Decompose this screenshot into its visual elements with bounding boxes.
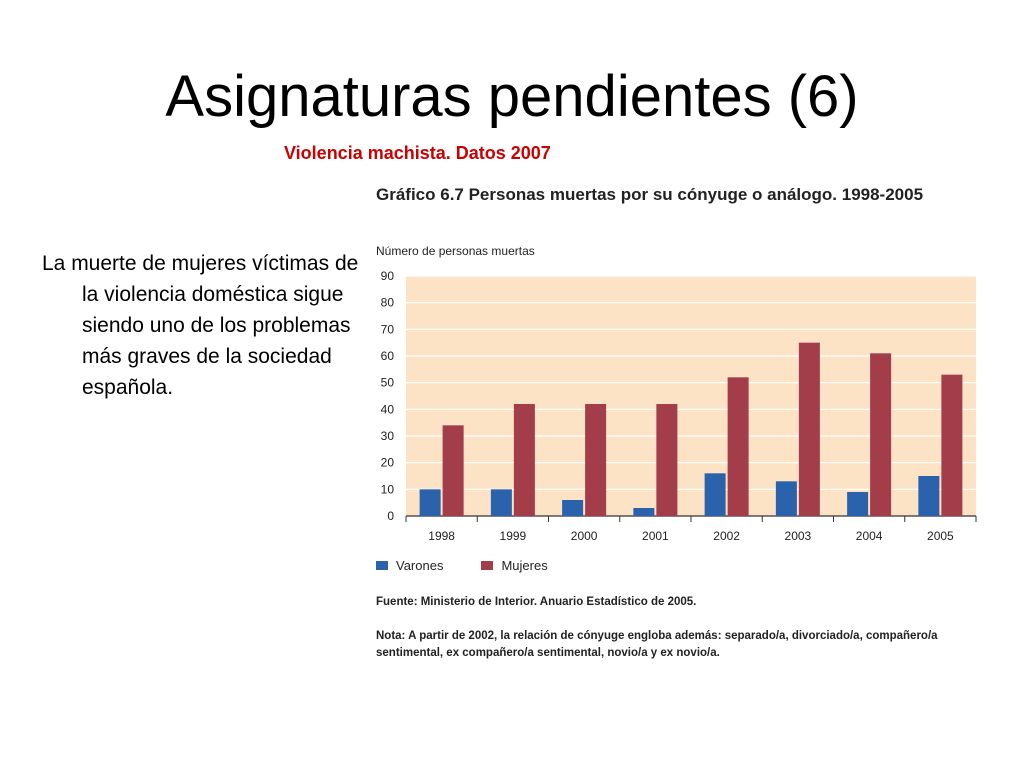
bar-varones-1999	[490, 489, 512, 516]
chart-source: Fuente: Ministerio de Interior. Anuario …	[376, 596, 697, 608]
bar-mujeres-2000	[585, 404, 607, 516]
chart-legend: Varones Mujeres	[376, 558, 548, 573]
x-tick-label: 1999	[500, 529, 527, 543]
legend-swatch-mujeres	[481, 561, 494, 570]
legend-swatch-varones	[376, 561, 388, 570]
legend-label-varones: Varones	[396, 558, 444, 573]
y-tick-label: 80	[381, 296, 395, 310]
y-tick-label: 0	[387, 509, 394, 523]
bar-varones-2000	[562, 500, 584, 516]
y-tick-label: 40	[381, 402, 395, 416]
bar-varones-2005	[918, 476, 940, 516]
x-tick-label: 2003	[785, 529, 812, 543]
legend-item-varones: Varones	[376, 558, 443, 573]
body-text: La muerte de mujeres víctimas de la viol…	[42, 252, 359, 399]
chart-title: Gráfico 6.7 Personas muertas por su cóny…	[376, 185, 924, 204]
x-tick-label: 2004	[856, 529, 883, 543]
bar-varones-2003	[775, 481, 797, 516]
x-tick-label: 2002	[713, 529, 740, 543]
slide-title: Asignaturas pendientes (6)	[165, 64, 859, 129]
y-tick-label: 10	[381, 482, 395, 496]
y-tick-label: 60	[381, 349, 395, 363]
bar-mujeres-2001	[656, 404, 678, 516]
x-tick-label: 1998	[428, 529, 455, 543]
y-tick-label: 50	[381, 376, 395, 390]
bar-mujeres-2004	[870, 353, 892, 516]
y-tick-label: 90	[381, 269, 395, 283]
slide-subtitle: Violencia machista. Datos 2007	[284, 143, 551, 163]
bar-mujeres-2005	[941, 374, 963, 516]
bar-varones-1998	[419, 489, 441, 516]
y-tick-label: 70	[381, 322, 395, 336]
x-tick-label: 2005	[927, 529, 954, 543]
x-tick-label: 2000	[571, 529, 598, 543]
y-axis-label: Número de personas muertas	[376, 244, 535, 258]
y-tick-label: 20	[381, 456, 395, 470]
bar-varones-2004	[847, 492, 869, 516]
bar-mujeres-2002	[727, 377, 749, 516]
y-tick-label: 30	[381, 429, 395, 443]
bar-varones-2002	[704, 473, 726, 516]
legend-label-mujeres: Mujeres	[501, 558, 548, 573]
bar-mujeres-1998	[442, 425, 464, 516]
bar-varones-2001	[633, 508, 655, 516]
bar-mujeres-2003	[798, 342, 820, 516]
legend-item-mujeres: Mujeres	[481, 558, 548, 573]
x-tick-label: 2001	[642, 529, 669, 543]
chart-note: Nota: A partir de 2002, la relación de c…	[376, 630, 938, 659]
bar-mujeres-1999	[513, 404, 535, 516]
bar-chart: Número de personas muertas 0 10 20 30 40 50 60…	[376, 244, 977, 543]
